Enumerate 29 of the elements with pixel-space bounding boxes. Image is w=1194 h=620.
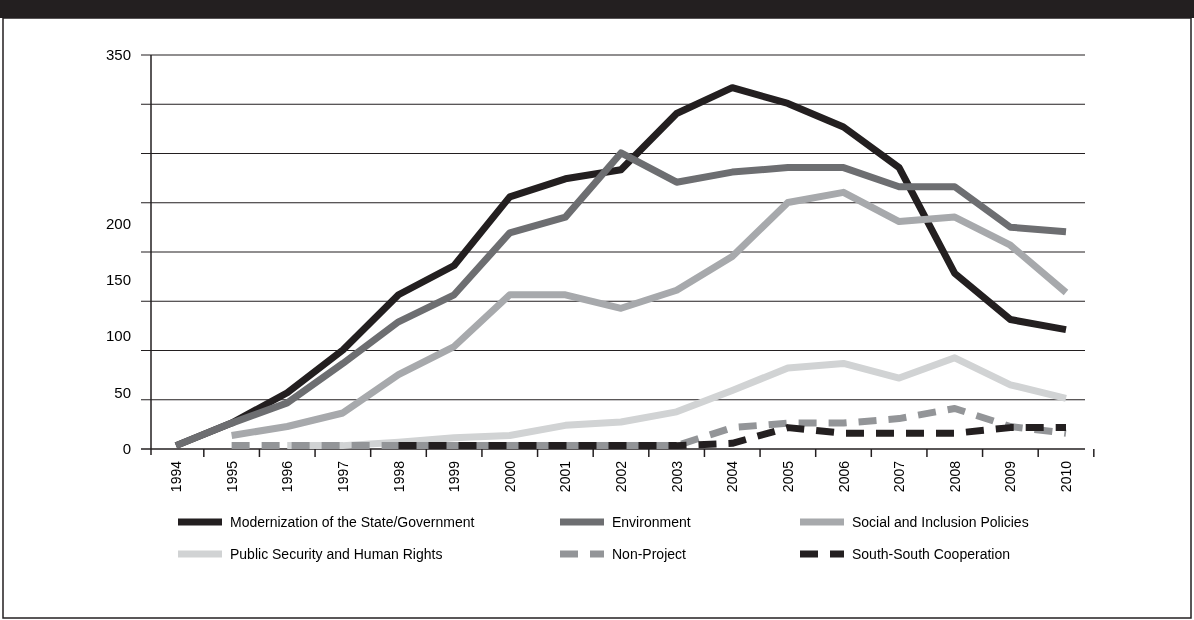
x-tick-label: 2008 <box>946 460 963 493</box>
x-tick-label: 2001 <box>557 460 574 493</box>
y-tick-label: 0 <box>122 440 131 457</box>
legend-label: South-South Cooperation <box>852 546 1010 562</box>
y-tick-label: 100 <box>105 327 131 345</box>
y-tick-label: 150 <box>105 271 131 289</box>
y-tick-label: 200 <box>105 214 131 232</box>
x-tick-label: 1994 <box>168 460 184 493</box>
x-tick-label: 1998 <box>390 460 407 493</box>
x-tick-label: 1997 <box>334 460 351 493</box>
x-tick-label: 2000 <box>501 460 518 493</box>
x-tick-label: 1995 <box>223 460 240 493</box>
x-tick-label: 2003 <box>668 460 685 493</box>
x-tick-label: 2007 <box>891 460 908 493</box>
legend-label: Modernization of the State/Government <box>230 514 475 530</box>
x-tick-label: 2002 <box>613 460 629 493</box>
legend-label: Environment <box>612 514 691 530</box>
x-tick-label: 2005 <box>779 460 796 493</box>
legend-label: Social and Inclusion Policies <box>852 514 1029 530</box>
x-tick-label: 1999 <box>446 460 463 493</box>
legend-label: Non-Project <box>612 546 687 562</box>
legend-label: Public Security and Human Rights <box>230 546 443 562</box>
x-tick-label: 1996 <box>279 460 296 493</box>
x-tick-label: 2006 <box>835 460 852 493</box>
y-tick-label: 50 <box>114 383 131 401</box>
x-tick-label: 2009 <box>1002 460 1019 493</box>
x-tick-label: 2010 <box>1058 460 1074 493</box>
x-tick-label: 2004 <box>724 460 741 493</box>
y-tick-label: 350 <box>105 46 131 63</box>
